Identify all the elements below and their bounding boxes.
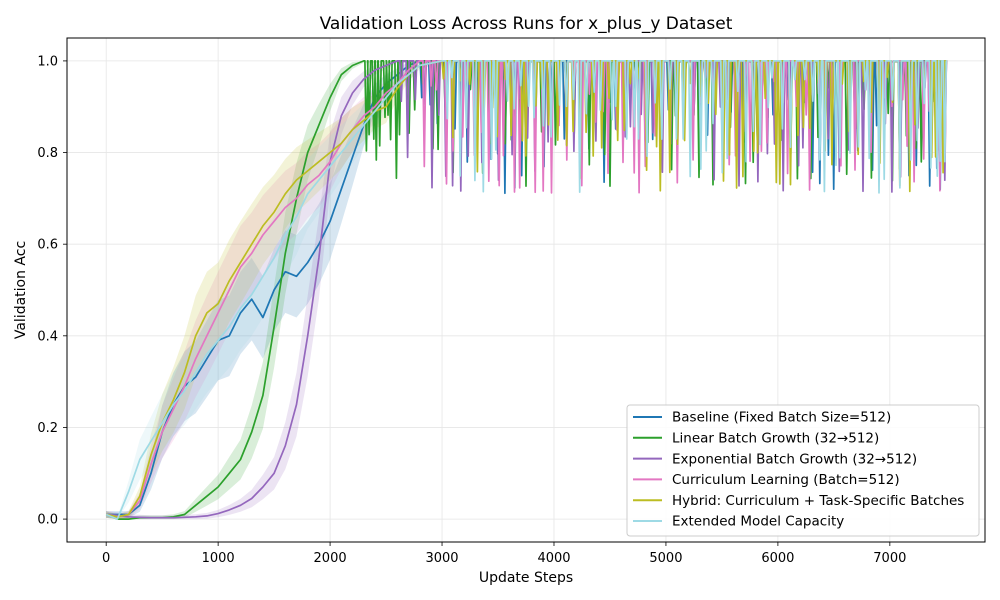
y-tick-label: 0.4 — [37, 329, 58, 344]
x-tick-label: 4000 — [537, 551, 570, 566]
x-tick-label: 7000 — [873, 551, 906, 566]
variance-band — [106, 60, 946, 520]
y-tick-label: 0.0 — [37, 513, 58, 528]
y-tick-label: 0.6 — [37, 238, 58, 253]
y-tick-label: 0.8 — [37, 146, 58, 161]
x-axis-label: Update Steps — [479, 570, 573, 586]
legend-entry-label: Curriculum Learning (Batch=512) — [672, 472, 900, 488]
variance-band — [106, 60, 946, 520]
legend-entry-label: Exponential Batch Growth (32→512) — [672, 451, 917, 467]
chart-title: Validation Loss Across Runs for x_plus_y… — [320, 14, 733, 34]
legend-entry-label: Baseline (Fixed Batch Size=512) — [672, 410, 891, 426]
legend-entry-label: Extended Model Capacity — [672, 514, 844, 530]
legend-frame — [626, 404, 980, 537]
x-tick-label: 6000 — [761, 551, 794, 566]
variance-band — [106, 60, 946, 520]
x-tick-label: 5000 — [649, 551, 682, 566]
y-tick-label: 1.0 — [37, 54, 58, 69]
legend-entry-label: Hybrid: Curriculum + Task-Specific Batch… — [672, 493, 964, 509]
plot-frame — [66, 37, 986, 543]
y-tick-label: 0.2 — [37, 421, 58, 436]
series-line — [105, 60, 948, 520]
y-axis-ticks: 0.0 0.2 0.4 0.6 0.8 1.0 — [37, 54, 67, 528]
legend-entry-label: Linear Batch Growth (32→512) — [672, 431, 879, 447]
x-tick-label: 3000 — [425, 551, 458, 566]
x-tick-label: 2000 — [314, 551, 347, 566]
plot-area — [66, 37, 986, 543]
x-tick-label: 1000 — [202, 551, 235, 566]
y-axis-label: Validation Acc — [13, 241, 29, 339]
series-lines — [105, 60, 948, 520]
x-axis-ticks: 0 1000 2000 3000 4000 5000 6000 7000 — [102, 542, 906, 566]
x-tick-label: 0 — [102, 551, 110, 566]
legend: Baseline (Fixed Batch Size=512) Linear Ba… — [626, 404, 980, 537]
